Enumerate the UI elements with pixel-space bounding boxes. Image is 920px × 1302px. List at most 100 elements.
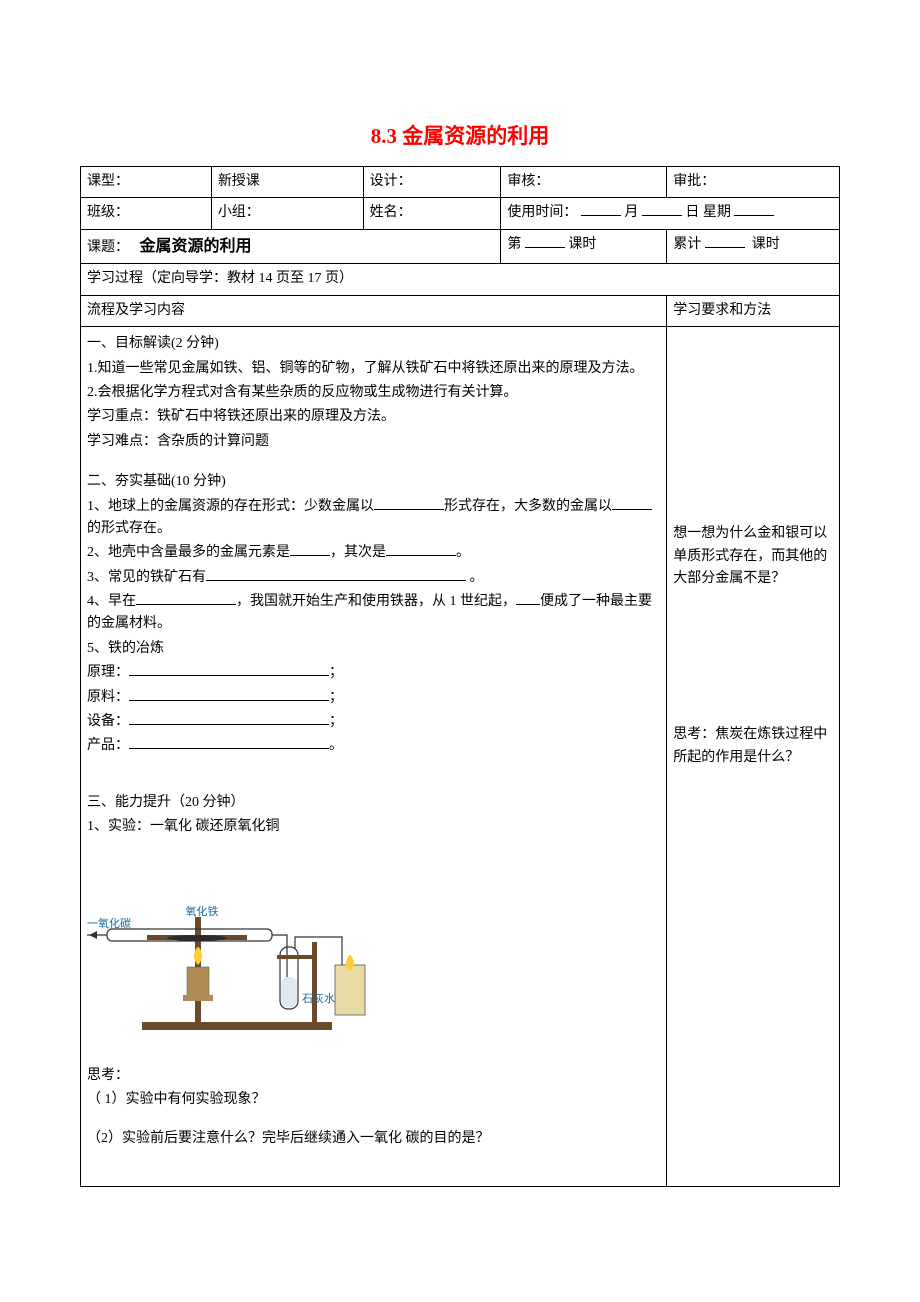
blank[interactable] [129,748,329,749]
page-title: 8.3 金属资源的利用 [80,120,840,150]
sec2-q5: 5、铁的冶炼 [87,638,660,660]
sec3-line: 1、实验：一氧化 碳还原氧化铜 [87,816,660,838]
blank[interactable] [386,555,456,556]
date-prefix: 使用时间： [507,205,577,220]
text: ，我国就开始生产和使用铁器，从 1 世纪起， [236,594,516,609]
text: 。 [456,545,470,560]
blank[interactable] [516,604,540,605]
cell-group-label: 小组： [211,198,363,229]
blank-weekday[interactable] [734,215,774,216]
think-heading: 思考： [87,1065,660,1087]
text: ，其次是 [330,545,386,560]
text: 原料： [87,690,129,705]
cell-review-label: 审核： [501,167,667,198]
table-row: 课题： 金属资源的利用 第 课时 累计 课时 [81,229,840,264]
sec2-q1: 1、地球上的金属资源的存在形式：少数金属以 形式存在，大多数的金属以的形式存在。 [87,496,660,541]
sec2-q2: 2、地壳中含量最多的金属元素是 ，其次是 。 [87,542,660,564]
blank[interactable] [129,675,329,676]
text: 产品： [87,738,129,753]
red-underscore-icon [402,1131,406,1146]
table-row: 学习过程（定向导学：教材 14 页至 17 页） [81,264,840,295]
text: 原理： [87,665,129,680]
blank[interactable] [612,509,652,510]
sec3-heading: 三、能力提升（20 分钟） [87,792,660,814]
sec2-q5-line: 产品： 。 [87,735,660,757]
cell-type-label: 课型： [81,167,212,198]
cum-suffix: 课时 [752,237,780,252]
red-underscore-icon [101,1092,105,1107]
cell-process: 学习过程（定向导学：教材 14 页至 17 页） [81,264,840,295]
blank[interactable] [129,700,329,701]
table-row: 班级： 小组： 姓名： 使用时间： 月 日 星期 [81,198,840,229]
worksheet-table: 课型： 新授课 设计： 审核： 审批： 班级： 小组： 姓名： 使用时间： 月 … [80,166,840,1187]
blank[interactable] [374,509,444,510]
text: 形式存在，大多数的金属以 [444,499,612,514]
sec1-line: 学习难点：含杂质的计算问题 [87,431,660,453]
period-suffix: 课时 [568,237,596,252]
text: 的形式存在。 [87,521,171,536]
text: ； [329,665,343,680]
red-underscore-icon [192,819,196,834]
red-underscore-icon [133,240,137,255]
apparatus-svg: 一氧化碳氧化铁石灰水 [87,847,387,1037]
text: 2、地壳中含量最多的金属元素是 [87,545,290,560]
spacer [673,592,833,722]
blank[interactable] [136,604,236,605]
text: 1、地球上的金属资源的存在形式：少数金属以 [87,499,374,514]
text: 。 [329,738,343,753]
cell-content-right: 想一想为什么金和银可以单质形式存在，而其他的大部分金属不是？ 思考：焦炭在炼铁过… [667,327,840,1187]
spacer [673,331,833,521]
sec2-q3: 3、常见的铁矿石有 。 [87,567,660,589]
sec2-q5-line: 设备：； [87,711,660,733]
text: 。 [470,570,484,585]
sec2-q4: 4、早在，我国就开始生产和使用铁器，从 1 世纪起，便成了一种最主要的金属材料。 [87,591,660,636]
sec1-line: 1.知道一些常见金属如铁、铝、铜等的矿物，了解从铁矿石中将铁还原出来的原理及方法… [87,358,660,380]
cell-design-label: 设计： [363,167,501,198]
blank[interactable] [206,580,466,581]
think-q2: （2）实验前后要注意什么？完毕后继续通入一氧化 碳的目的是？ [87,1128,660,1150]
right-note-2: 思考：焦炭在炼铁过程中所起的作用是什么？ [673,724,833,769]
spacer [87,1152,660,1180]
blank-day[interactable] [642,215,682,216]
svg-text:石灰水: 石灰水 [302,991,335,1005]
text: 设备： [87,714,129,729]
sec1-line: 学习重点：铁矿石中将铁还原出来的原理及方法。 [87,406,660,428]
think-q1: （ 1）实验中有何实验现象？ [87,1089,660,1111]
sec1-heading: 一、目标解读(2 分钟) [87,333,660,355]
cell-date: 使用时间： 月 日 星期 [501,198,840,229]
cell-topic: 课题： 金属资源的利用 [81,229,501,264]
cell-content-left: 一、目标解读(2 分钟) 1.知道一些常见金属如铁、铝、铜等的矿物，了解从铁矿石… [81,327,667,1187]
cell-flow-header: 流程及学习内容 [81,295,667,326]
topic-label: 课题： [87,240,129,255]
cell-period: 第 课时 [501,229,667,264]
date-day-label: 日 星期 [685,205,731,220]
table-row: 流程及学习内容 学习要求和方法 [81,295,840,326]
cell-approve-label: 审批： [667,167,840,198]
topic-value: 金属资源的利用 [140,238,252,255]
period-prefix: 第 [507,237,521,252]
text: 4、早在 [87,594,136,609]
svg-text:氧化铁: 氧化铁 [186,904,219,918]
blank[interactable] [290,555,330,556]
cell-cumulative: 累计 课时 [667,229,840,264]
cell-type-value: 新授课 [211,167,363,198]
sec2-heading: 二、夯实基础(10 分钟) [87,471,660,493]
cell-class-label: 班级： [81,198,212,229]
date-month-label: 月 [624,205,638,220]
cell-method-header: 学习要求和方法 [667,295,840,326]
sec2-q5-line: 原理： ； [87,662,660,684]
blank-month[interactable] [581,215,621,216]
blank[interactable] [129,724,329,725]
text: ； [329,690,343,705]
blank-cumulative[interactable] [705,247,745,248]
text: 3、常见的铁矿石有 [87,570,206,585]
cum-prefix: 累计 [673,237,701,252]
sec1-line: 2.会根据化学方程式对含有某些杂质的反应物或生成物进行有关计算。 [87,382,660,404]
blank-period[interactable] [525,247,565,248]
table-row: 课型： 新授课 设计： 审核： 审批： [81,167,840,198]
right-note-1: 想一想为什么金和银可以单质形式存在，而其他的大部分金属不是？ [673,523,833,590]
cell-name-label: 姓名： [363,198,501,229]
sec2-q5-line: 原料： ； [87,687,660,709]
table-row: 一、目标解读(2 分钟) 1.知道一些常见金属如铁、铝、铜等的矿物，了解从铁矿石… [81,327,840,1187]
experiment-diagram: 一氧化碳氧化铁石灰水 [87,847,660,1045]
